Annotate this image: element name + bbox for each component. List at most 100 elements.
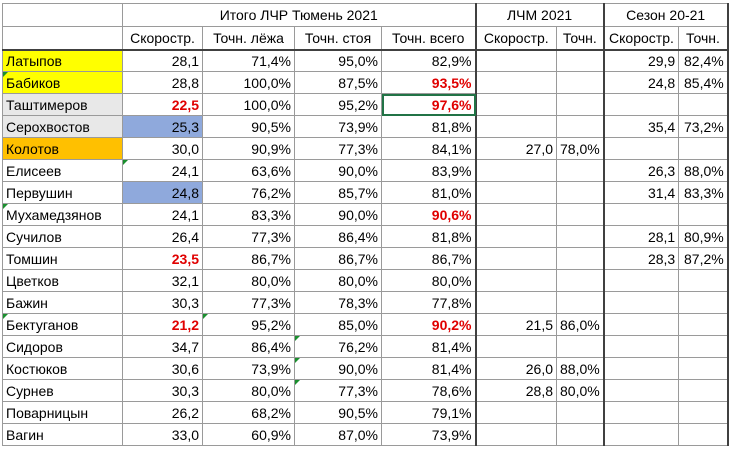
col-header-lchm-speed[interactable]: Скоростр. [475,26,557,51]
lchm-accuracy-cell[interactable] [555,203,605,226]
season-speed-cell[interactable] [603,93,680,116]
speed-cell[interactable]: 30,3 [122,379,203,402]
accuracy-standing-cell[interactable]: 95,0% [294,49,382,72]
accuracy-total-cell[interactable]: 77,8% [381,291,477,314]
group-header-lchr-tyumen[interactable]: Итого ЛЧР Тюмень 2021 [122,3,477,27]
season-accuracy-cell[interactable]: 82,4% [678,49,729,72]
speed-cell[interactable]: 23,5 [122,247,203,270]
accuracy-standing-cell[interactable]: 86,4% [294,225,382,248]
season-accuracy-cell[interactable]: 80,9% [678,225,729,248]
lchm-accuracy-cell[interactable] [555,401,605,424]
season-speed-cell[interactable]: 35,4 [603,115,680,138]
lchm-speed-cell[interactable] [475,159,557,182]
lchm-speed-cell[interactable] [475,247,557,270]
season-speed-cell[interactable] [603,291,680,314]
accuracy-total-cell[interactable]: 93,5% [381,71,477,94]
lchm-speed-cell[interactable] [475,291,557,314]
season-accuracy-cell[interactable]: 73,2% [678,115,729,138]
speed-cell[interactable]: 28,8 [122,71,203,94]
season-speed-cell[interactable] [603,137,680,160]
season-accuracy-cell[interactable] [678,357,729,380]
accuracy-lying-cell[interactable]: 60,9% [202,423,295,446]
athlete-name-cell[interactable]: Серохвостов [2,115,123,138]
accuracy-standing-cell[interactable]: 76,2% [294,335,382,358]
season-speed-cell[interactable] [603,379,680,402]
athlete-name-cell[interactable]: Вагин [2,423,123,446]
season-speed-cell[interactable]: 31,4 [603,181,680,204]
lchm-accuracy-cell[interactable] [555,49,605,72]
accuracy-standing-cell[interactable]: 78,3% [294,291,382,314]
lchm-speed-cell[interactable] [475,93,557,116]
accuracy-standing-cell[interactable]: 80,0% [294,269,382,292]
speed-cell[interactable]: 24,1 [122,159,203,182]
accuracy-total-cell[interactable]: 86,7% [381,247,477,270]
accuracy-lying-cell[interactable]: 86,4% [202,335,295,358]
athlete-name-cell[interactable]: Бектуганов [2,313,123,336]
accuracy-standing-cell[interactable]: 95,2% [294,93,382,116]
lchm-accuracy-cell[interactable] [555,159,605,182]
col-header-season-accuracy[interactable]: Точн. [678,26,729,51]
lchm-accuracy-cell[interactable] [555,115,605,138]
accuracy-standing-cell[interactable]: 86,7% [294,247,382,270]
lchm-accuracy-cell[interactable]: 86,0% [555,313,605,336]
accuracy-total-cell[interactable]: 81,8% [381,115,477,138]
accuracy-lying-cell[interactable]: 71,4% [202,49,295,72]
accuracy-standing-cell[interactable]: 73,9% [294,115,382,138]
accuracy-standing-cell[interactable]: 77,3% [294,379,382,402]
accuracy-total-cell[interactable]: 73,9% [381,423,477,446]
lchm-speed-cell[interactable]: 28,8 [475,379,557,402]
season-accuracy-cell[interactable] [678,203,729,226]
speed-cell[interactable]: 21,2 [122,313,203,336]
speed-cell[interactable]: 28,1 [122,49,203,72]
accuracy-total-cell[interactable]: 83,9% [381,159,477,182]
corner-cell[interactable] [2,3,123,27]
season-accuracy-cell[interactable]: 85,4% [678,71,729,94]
speed-cell[interactable]: 26,4 [122,225,203,248]
lchm-speed-cell[interactable]: 27,0 [475,137,557,160]
athlete-name-cell[interactable]: Костюков [2,357,123,380]
speed-cell[interactable]: 26,2 [122,401,203,424]
season-speed-cell[interactable]: 28,3 [603,247,680,270]
accuracy-standing-cell[interactable]: 90,0% [294,203,382,226]
athlete-name-cell[interactable]: Елисеев [2,159,123,182]
speed-cell[interactable]: 33,0 [122,423,203,446]
accuracy-total-cell[interactable]: 90,2% [381,313,477,336]
accuracy-total-cell[interactable]: 97,6% [381,93,477,116]
accuracy-standing-cell[interactable]: 85,0% [294,313,382,336]
accuracy-total-cell[interactable]: 81,4% [381,335,477,358]
accuracy-lying-cell[interactable]: 76,2% [202,181,295,204]
accuracy-lying-cell[interactable]: 73,9% [202,357,295,380]
accuracy-total-cell[interactable]: 79,1% [381,401,477,424]
athlete-name-cell[interactable]: Бабиков [2,71,123,94]
season-speed-cell[interactable]: 28,1 [603,225,680,248]
col-header-season-speed[interactable]: Скоростр. [603,26,680,51]
season-speed-cell[interactable] [603,269,680,292]
accuracy-standing-cell[interactable]: 90,0% [294,357,382,380]
season-speed-cell[interactable]: 29,9 [603,49,680,72]
col-header-accuracy-standing[interactable]: Точн. стоя [294,26,382,51]
lchm-accuracy-cell[interactable] [555,291,605,314]
season-accuracy-cell[interactable] [678,401,729,424]
lchm-speed-cell[interactable] [475,225,557,248]
athlete-name-cell[interactable]: Латыпов [2,49,123,72]
lchm-speed-cell[interactable] [475,203,557,226]
lchm-accuracy-cell[interactable] [555,269,605,292]
lchm-speed-cell[interactable] [475,181,557,204]
season-speed-cell[interactable] [603,401,680,424]
accuracy-total-cell[interactable]: 80,0% [381,269,477,292]
accuracy-standing-cell[interactable]: 90,0% [294,159,382,182]
lchm-speed-cell[interactable] [475,269,557,292]
accuracy-lying-cell[interactable]: 80,0% [202,269,295,292]
accuracy-lying-cell[interactable]: 83,3% [202,203,295,226]
lchm-accuracy-cell[interactable]: 80,0% [555,379,605,402]
lchm-speed-cell[interactable] [475,423,557,446]
speed-cell[interactable]: 22,5 [122,93,203,116]
athlete-name-cell[interactable]: Сидоров [2,335,123,358]
athlete-name-cell[interactable]: Таштимеров [2,93,123,116]
group-header-season[interactable]: Сезон 20-21 [603,3,729,27]
col-header-accuracy-total[interactable]: Точн. всего [381,26,477,51]
athlete-name-cell[interactable]: Цветков [2,269,123,292]
season-accuracy-cell[interactable] [678,269,729,292]
accuracy-lying-cell[interactable]: 63,6% [202,159,295,182]
accuracy-total-cell[interactable]: 90,6% [381,203,477,226]
